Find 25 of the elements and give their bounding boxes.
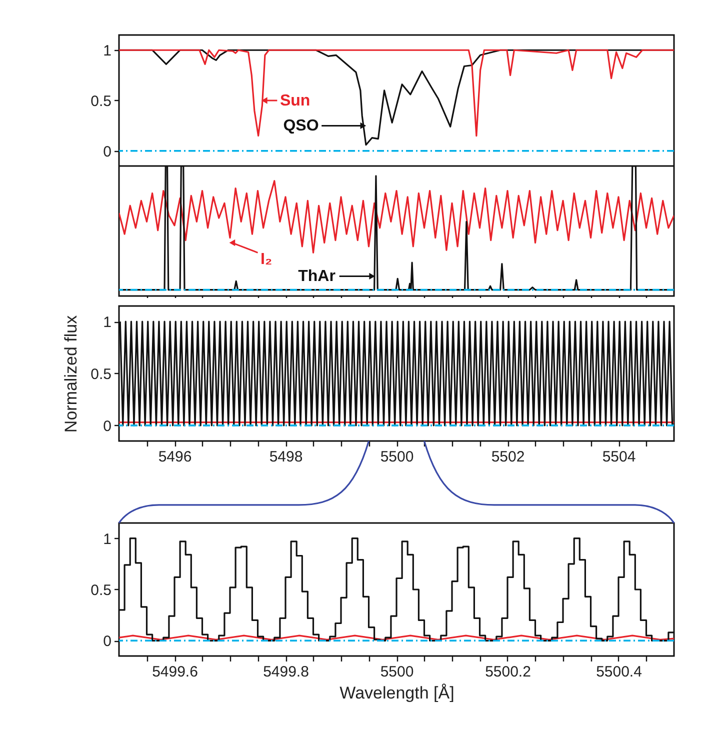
x-tick-label: 5500 (380, 664, 414, 680)
x-tick-label: 5499.6 (152, 664, 198, 680)
x-tick-label: 5500.2 (485, 664, 531, 680)
x-tick-label: 5502 (491, 448, 525, 466)
x-tick-label: 5496 (158, 448, 192, 466)
y-tick-label: 1 (103, 314, 112, 332)
x-tick-label: 5500 (380, 448, 414, 466)
x-tick-label: 5504 (602, 448, 636, 466)
y-tick-label: 0.5 (90, 93, 112, 110)
y-tick-label: 1 (103, 42, 112, 60)
x-tick-label: 5500.4 (596, 664, 642, 680)
y-tick-label: 0 (103, 633, 112, 650)
x-tick-label: 5499.8 (263, 664, 309, 680)
x-tick-label: 5498 (269, 448, 303, 466)
x-axis-title: Wavelength [Å] (340, 684, 454, 702)
text: QSO (283, 118, 319, 135)
y-tick-label: 0.5 (90, 366, 112, 383)
legend-label: Sun (280, 92, 310, 110)
series-label: I₂ (260, 250, 272, 268)
y-tick-label: 1 (103, 530, 112, 548)
y-tick-label: 0 (103, 143, 112, 160)
y-axis-title: Normalized flux (62, 314, 81, 433)
y-tick-label: 0.5 (90, 582, 112, 599)
legend-label: ThAr (298, 268, 336, 286)
y-tick-label: 0 (103, 418, 112, 435)
